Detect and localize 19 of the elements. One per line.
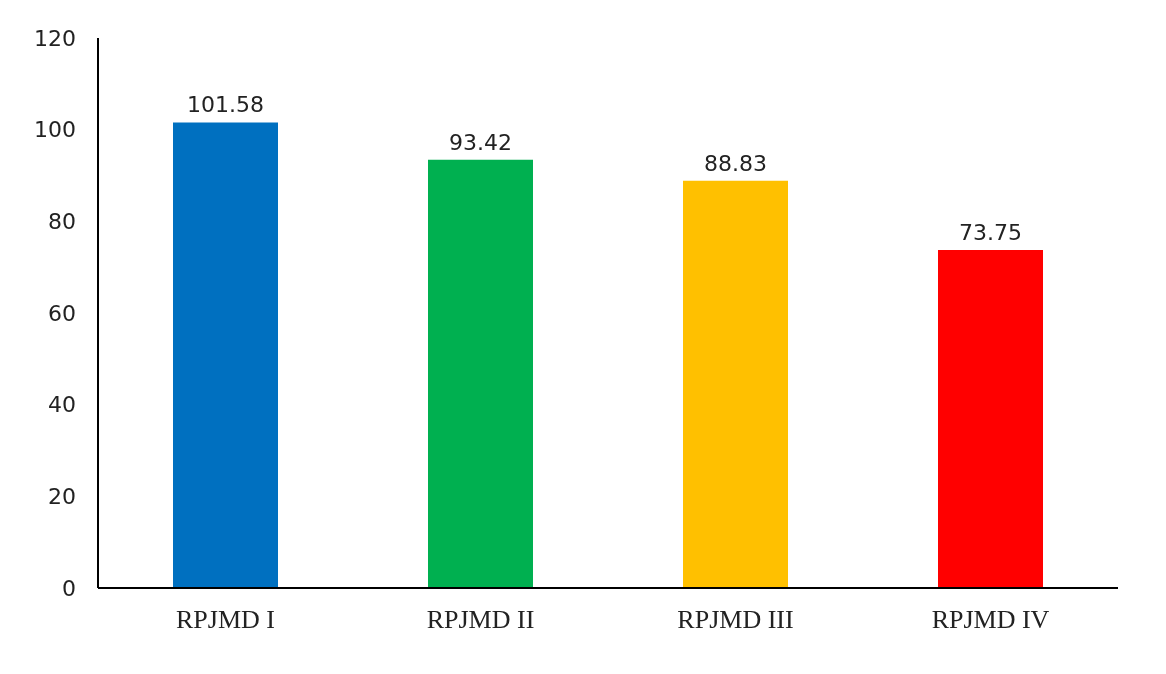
y-tick-label: 60: [48, 300, 76, 326]
y-tick-label: 120: [34, 25, 76, 51]
x-tick-label: RPJMD I: [176, 605, 275, 635]
bar: [683, 180, 788, 588]
y-tick-label: 100: [34, 117, 76, 143]
x-tick-label: RPJMD III: [677, 605, 794, 635]
x-tick-label: RPJMD II: [426, 605, 535, 635]
y-tick-label: 20: [48, 484, 76, 510]
data-label: 88.83: [704, 150, 767, 176]
bar: [428, 159, 533, 588]
x-tick-label: RPJMD IV: [931, 605, 1050, 635]
data-label: 73.75: [959, 219, 1022, 245]
bar: [173, 122, 278, 588]
y-tick-label: 80: [48, 209, 76, 235]
y-tick-label: 0: [62, 575, 76, 601]
bar: [938, 249, 1043, 588]
data-label: 101.58: [187, 92, 264, 118]
y-tick-label: 40: [48, 392, 76, 418]
data-label: 93.42: [449, 129, 512, 155]
